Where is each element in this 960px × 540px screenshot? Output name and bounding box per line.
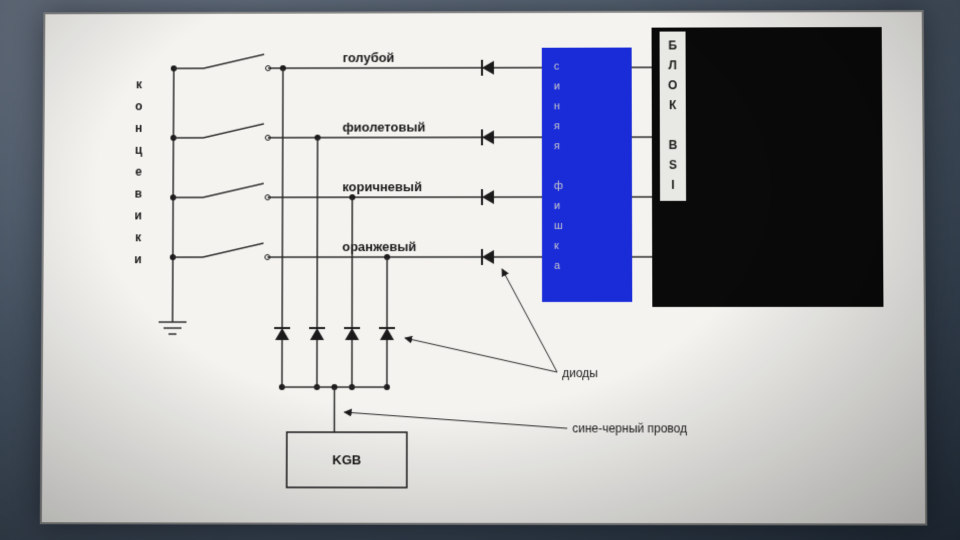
connector-label-char: н — [554, 100, 560, 112]
wire-label: оранжевый — [342, 239, 416, 254]
bsi-label-char: В — [669, 138, 678, 152]
connector-label-char: с — [554, 61, 560, 73]
bsi-label-char: Б — [668, 38, 677, 52]
connector-label-char: я — [554, 140, 560, 152]
bsi-label-char: Л — [668, 58, 676, 72]
bsi-label-char: S — [669, 158, 677, 172]
bsi-block — [652, 27, 884, 307]
connector-label-char: и — [554, 200, 560, 212]
connector-label-char: ф — [554, 180, 563, 192]
diodes-annotation: диоды — [562, 366, 598, 380]
switch-label-char: к — [136, 77, 142, 91]
switch-label-char: о — [135, 99, 142, 113]
blue-black-wire-annotation: сине-черный провод — [572, 421, 687, 435]
screen-frame: концевикиголубойфиолетовыйкоричневыйоран… — [40, 10, 927, 525]
connector-label-char: к — [554, 240, 559, 252]
connector-label-char: а — [554, 260, 561, 272]
switch-label-char: и — [135, 208, 142, 222]
switch-label-char: к — [135, 230, 141, 244]
connector-label-char: я — [554, 120, 560, 132]
schematic-svg: концевикиголубойфиолетовыйкоричневыйоран… — [42, 12, 925, 523]
bsi-label-char: О — [668, 78, 677, 92]
wire-label: фиолетовый — [342, 119, 425, 134]
bsi-label-char: К — [669, 98, 677, 112]
connector-label-char: ш — [554, 220, 563, 232]
wire-label: коричневый — [342, 179, 422, 194]
wire-label: голубой — [343, 50, 395, 65]
bsi-label-strip — [660, 32, 687, 201]
kgb-label: KGB — [332, 453, 361, 468]
connector-label-char: и — [554, 80, 560, 92]
bsi-label-char: I — [671, 178, 674, 192]
switch-label-char: и — [134, 252, 141, 266]
switch-label-char: в — [135, 187, 142, 201]
switch-label-char: ц — [135, 143, 143, 157]
switch-label-char: е — [135, 165, 142, 179]
switch-label-char: н — [135, 121, 142, 135]
